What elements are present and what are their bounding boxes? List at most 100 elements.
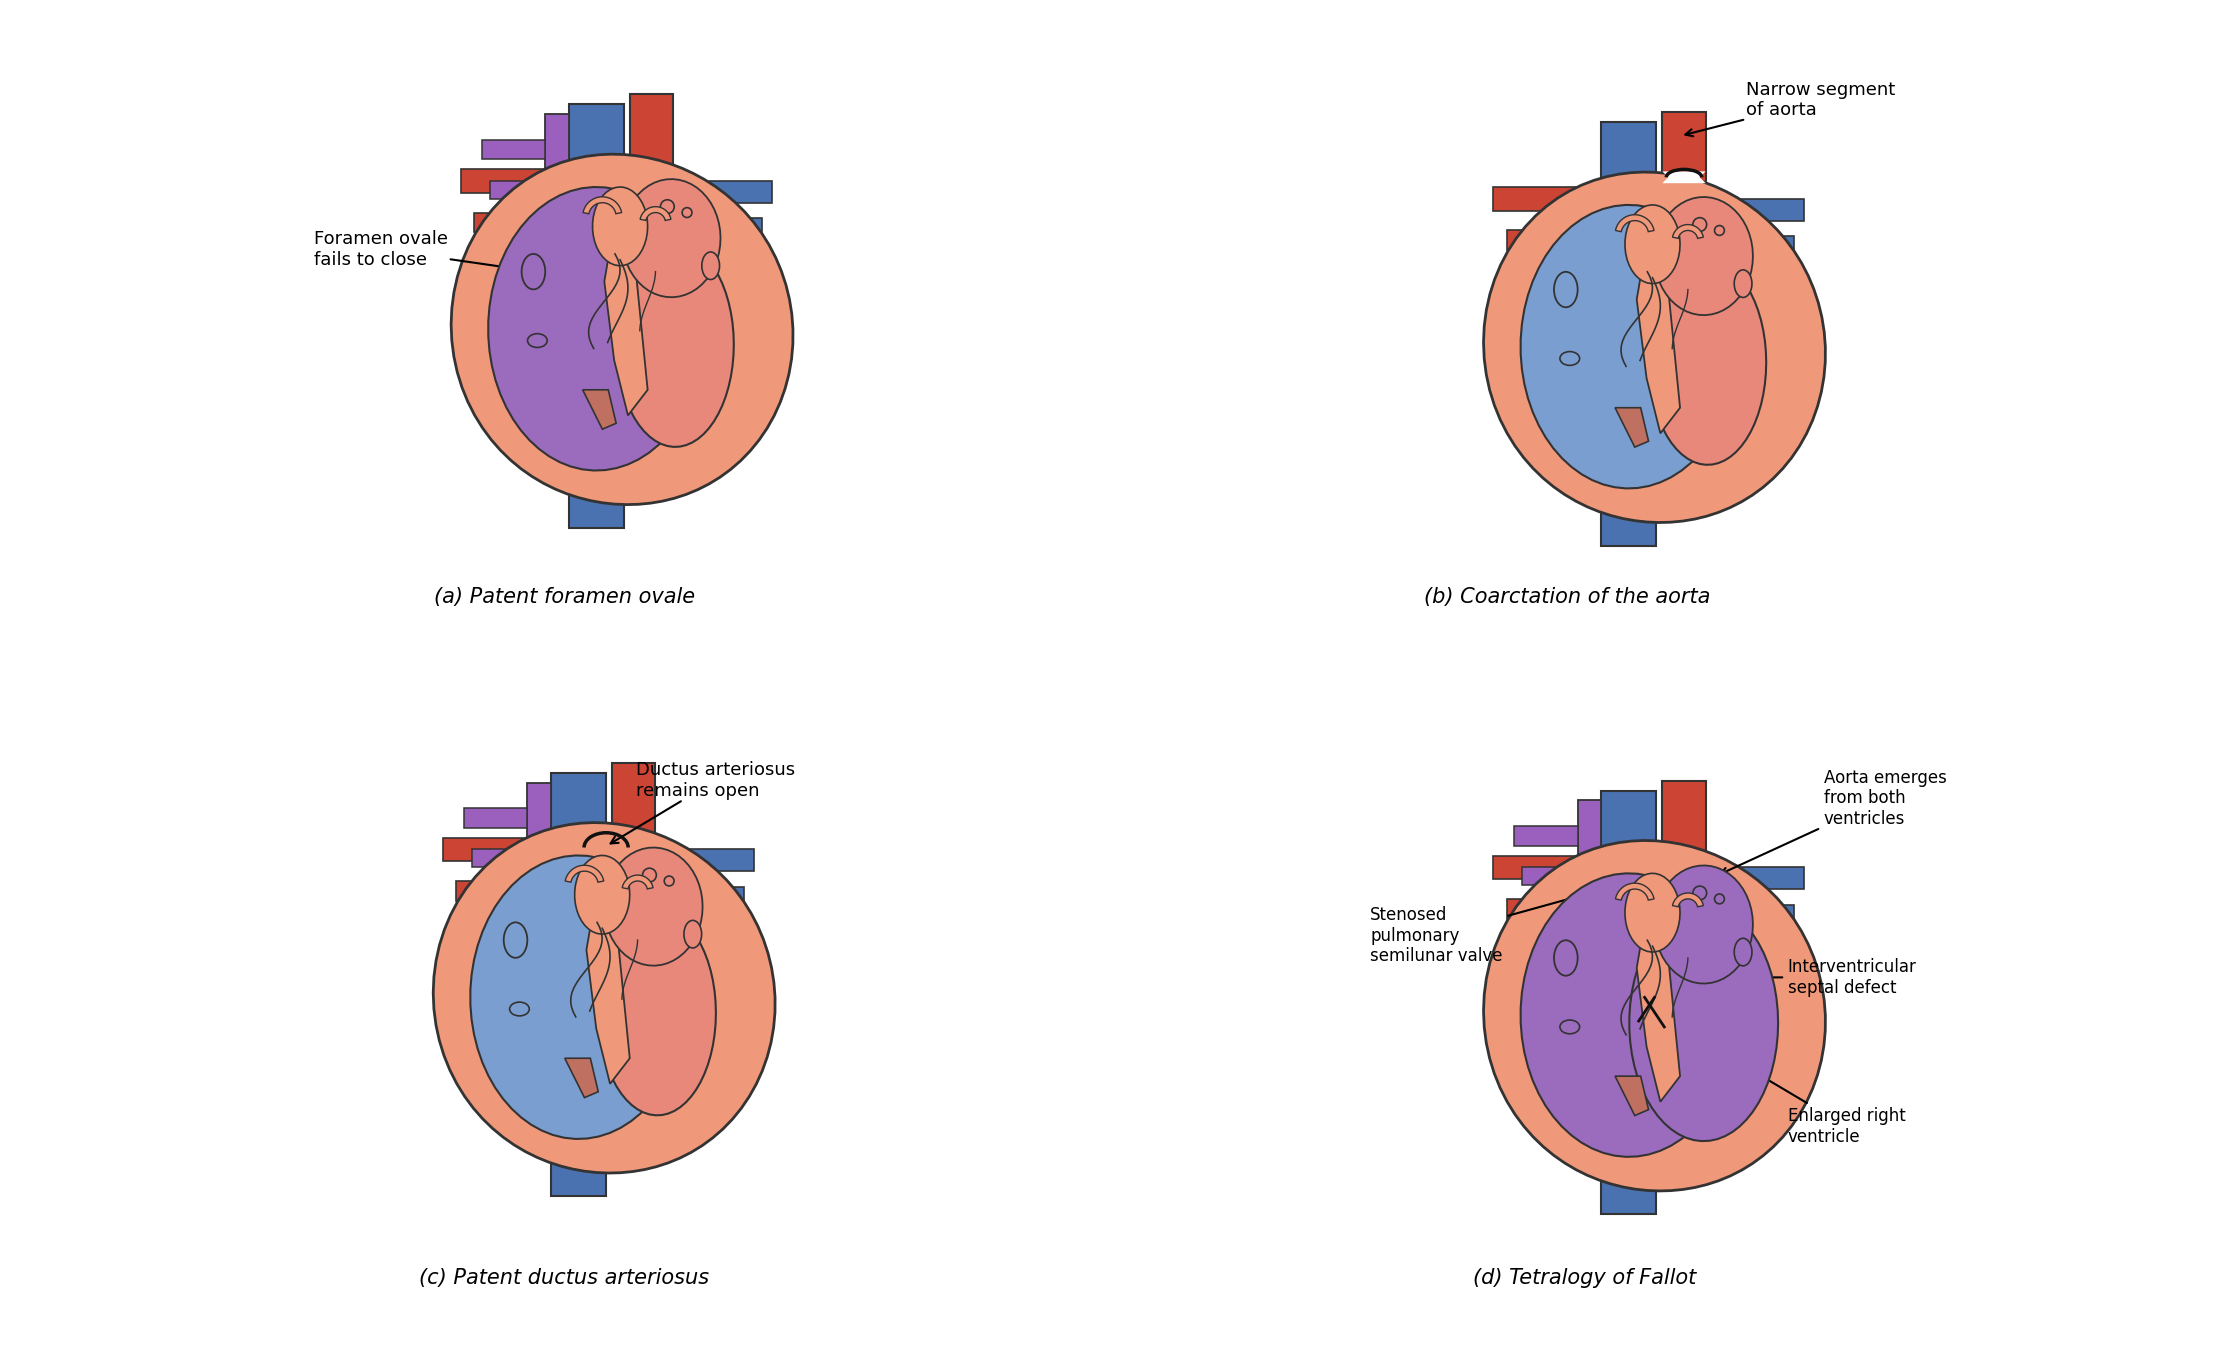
Polygon shape: [1615, 883, 1655, 900]
Polygon shape: [1626, 874, 1679, 952]
Polygon shape: [1650, 260, 1766, 464]
Polygon shape: [1601, 790, 1657, 1214]
Text: Enlarged right
ventricle: Enlarged right ventricle: [1750, 1070, 1906, 1145]
Polygon shape: [1521, 874, 1737, 1156]
Polygon shape: [1524, 934, 1601, 952]
Polygon shape: [1672, 225, 1704, 238]
Polygon shape: [1521, 205, 1737, 489]
Polygon shape: [593, 187, 649, 265]
Polygon shape: [582, 390, 615, 429]
Polygon shape: [544, 114, 569, 261]
Polygon shape: [1706, 237, 1795, 256]
Polygon shape: [1524, 267, 1601, 284]
Polygon shape: [471, 856, 686, 1139]
Polygon shape: [1655, 197, 1752, 315]
Ellipse shape: [702, 252, 720, 280]
Polygon shape: [655, 849, 753, 871]
Text: Ductus arteriosus
remains open: Ductus arteriosus remains open: [611, 760, 795, 844]
Ellipse shape: [1559, 1020, 1579, 1034]
Polygon shape: [1615, 215, 1655, 232]
Ellipse shape: [1735, 269, 1752, 297]
Polygon shape: [464, 808, 526, 828]
Polygon shape: [613, 763, 655, 1163]
Polygon shape: [1506, 899, 1601, 918]
Polygon shape: [673, 182, 771, 203]
Polygon shape: [673, 218, 762, 238]
Polygon shape: [1661, 112, 1706, 511]
Polygon shape: [442, 837, 551, 861]
Polygon shape: [604, 848, 702, 965]
Polygon shape: [451, 155, 793, 505]
Polygon shape: [1506, 230, 1601, 250]
Polygon shape: [1521, 867, 1577, 886]
Polygon shape: [1655, 865, 1752, 984]
Polygon shape: [1637, 230, 1679, 433]
Polygon shape: [491, 182, 544, 199]
Polygon shape: [604, 213, 649, 416]
Polygon shape: [622, 179, 720, 297]
Ellipse shape: [1735, 938, 1752, 966]
Polygon shape: [1615, 1077, 1648, 1116]
Ellipse shape: [684, 921, 702, 948]
Polygon shape: [1493, 856, 1601, 879]
Polygon shape: [1661, 171, 1706, 183]
Polygon shape: [1706, 867, 1803, 890]
Ellipse shape: [509, 1003, 529, 1016]
Polygon shape: [491, 248, 569, 265]
Polygon shape: [569, 104, 624, 528]
Ellipse shape: [1559, 351, 1579, 365]
Polygon shape: [1706, 905, 1795, 925]
Polygon shape: [631, 94, 673, 494]
Polygon shape: [526, 782, 551, 930]
Ellipse shape: [504, 922, 526, 958]
Polygon shape: [655, 887, 744, 907]
Text: Narrow segment
of aorta: Narrow segment of aorta: [1686, 81, 1895, 136]
Polygon shape: [473, 917, 551, 934]
Polygon shape: [551, 773, 606, 1197]
Polygon shape: [1484, 172, 1826, 522]
Text: Stenosed
pulmonary
semilunar valve: Stenosed pulmonary semilunar valve: [1370, 888, 1604, 965]
Text: Aorta emerges
from both
ventricles: Aorta emerges from both ventricles: [1721, 769, 1946, 874]
Polygon shape: [1493, 187, 1601, 211]
Polygon shape: [655, 922, 731, 940]
Polygon shape: [433, 822, 775, 1172]
Polygon shape: [489, 187, 704, 471]
Polygon shape: [475, 213, 569, 233]
Polygon shape: [622, 875, 653, 888]
Polygon shape: [617, 242, 733, 447]
Text: (b) Coarctation of the aorta: (b) Coarctation of the aorta: [1424, 587, 1710, 607]
Ellipse shape: [1555, 272, 1577, 307]
Polygon shape: [1672, 892, 1704, 907]
Text: Foramen ovale
fails to close: Foramen ovale fails to close: [313, 230, 542, 275]
Polygon shape: [1484, 840, 1826, 1191]
Polygon shape: [673, 254, 748, 272]
Polygon shape: [586, 882, 631, 1084]
Polygon shape: [1515, 826, 1577, 845]
Text: Interventricular
septal defect: Interventricular septal defect: [1697, 958, 1917, 997]
Polygon shape: [584, 197, 622, 214]
Polygon shape: [473, 849, 526, 867]
Polygon shape: [1577, 801, 1601, 948]
Polygon shape: [1601, 122, 1657, 545]
Polygon shape: [460, 170, 569, 192]
Polygon shape: [1626, 205, 1679, 284]
Polygon shape: [458, 882, 551, 900]
Polygon shape: [1706, 272, 1781, 289]
Polygon shape: [1637, 899, 1679, 1102]
Polygon shape: [575, 856, 631, 934]
Polygon shape: [564, 1058, 597, 1097]
Polygon shape: [482, 140, 544, 159]
Polygon shape: [1615, 408, 1648, 447]
Polygon shape: [1630, 905, 1779, 1141]
Polygon shape: [564, 865, 604, 882]
Polygon shape: [600, 910, 715, 1116]
Ellipse shape: [1555, 941, 1577, 976]
Ellipse shape: [529, 334, 546, 347]
Text: (d) Tetralogy of Fallot: (d) Tetralogy of Fallot: [1473, 1268, 1697, 1288]
Text: (c) Patent ductus arteriosus: (c) Patent ductus arteriosus: [420, 1268, 708, 1288]
Polygon shape: [640, 207, 671, 221]
Polygon shape: [1706, 199, 1803, 221]
Polygon shape: [1661, 781, 1706, 1180]
Polygon shape: [1706, 941, 1781, 958]
Ellipse shape: [522, 254, 544, 289]
